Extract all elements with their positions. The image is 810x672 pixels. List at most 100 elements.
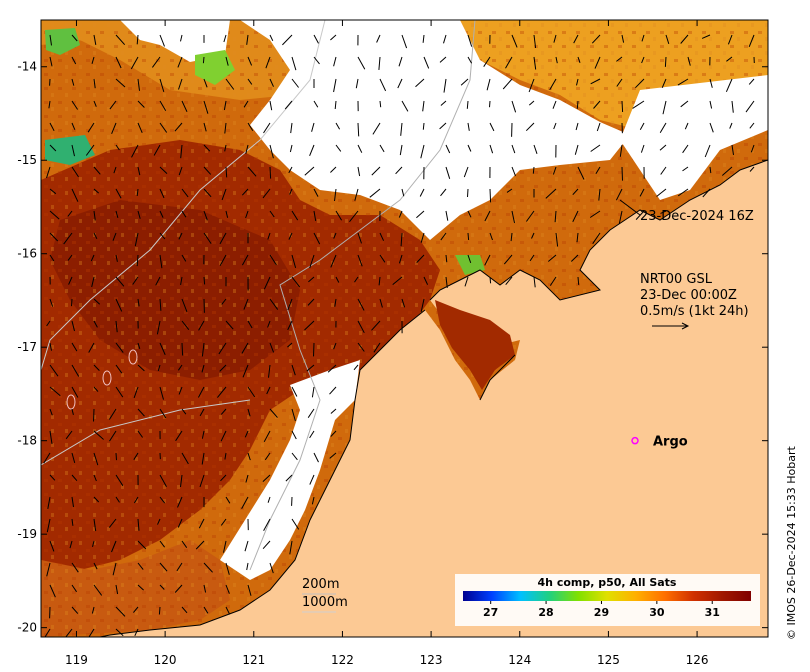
current-vector xyxy=(49,584,56,598)
current-vector xyxy=(379,78,387,92)
current-vector xyxy=(397,78,403,89)
y-tick-label: -15 xyxy=(17,153,37,167)
current-vector xyxy=(159,210,164,218)
current-vector xyxy=(115,210,119,219)
current-vector xyxy=(112,232,117,241)
current-vector xyxy=(400,122,403,136)
current-vector xyxy=(115,474,124,487)
current-vector xyxy=(422,100,425,112)
current-vector xyxy=(682,144,689,154)
x-tick-label: 124 xyxy=(508,653,531,667)
current-vector xyxy=(225,210,229,218)
current-vector xyxy=(203,100,209,114)
current-vector xyxy=(288,166,293,174)
current-vector xyxy=(71,496,74,508)
current-vector xyxy=(71,606,79,614)
current-vector xyxy=(549,276,557,286)
current-vector xyxy=(137,562,144,570)
current-vector xyxy=(93,166,101,175)
current-vector xyxy=(223,540,227,553)
current-vector xyxy=(133,496,139,504)
current-vector xyxy=(115,78,126,88)
current-vector xyxy=(416,254,425,263)
current-vector xyxy=(63,232,73,245)
current-vector xyxy=(247,408,251,417)
current-vector xyxy=(136,254,139,267)
current-vector xyxy=(313,210,317,221)
current-vector xyxy=(330,408,337,414)
current-vector xyxy=(659,144,667,151)
current-vector xyxy=(656,188,667,197)
current-vector xyxy=(136,188,139,196)
current-vector xyxy=(199,408,205,417)
current-vector xyxy=(93,562,98,570)
current-vector xyxy=(289,188,293,195)
current-vector xyxy=(525,210,535,222)
current-vector xyxy=(505,56,513,69)
current-vector xyxy=(489,232,493,241)
current-vector xyxy=(641,56,645,64)
coastline xyxy=(99,159,768,637)
current-vector xyxy=(309,474,315,485)
current-vector xyxy=(357,144,363,153)
current-vector xyxy=(178,232,183,240)
current-vector xyxy=(181,188,189,198)
current-vector xyxy=(67,254,73,261)
current-vector xyxy=(357,56,366,70)
current-vector xyxy=(90,254,95,262)
current-vector xyxy=(420,298,425,313)
current-vector xyxy=(661,78,667,88)
current-vector xyxy=(203,276,206,285)
current-vector xyxy=(46,320,51,327)
current-vector xyxy=(269,342,275,353)
current-vector xyxy=(93,430,104,440)
current-vector xyxy=(195,540,205,550)
current-vector xyxy=(489,144,494,154)
current-vector xyxy=(506,188,513,193)
current-vector xyxy=(307,408,315,418)
current-vector xyxy=(115,56,122,69)
current-vector xyxy=(159,122,168,133)
current-vector xyxy=(115,496,120,503)
current-vector xyxy=(632,100,645,109)
current-vector xyxy=(532,166,535,174)
current-vector xyxy=(726,56,733,62)
current-vector xyxy=(115,34,126,46)
x-tick-label: 120 xyxy=(154,653,177,667)
current-vector xyxy=(357,166,361,177)
plot-frame xyxy=(40,19,769,638)
current-vector xyxy=(155,276,161,286)
current-vector xyxy=(224,144,227,152)
cloud-mask-north xyxy=(240,20,630,240)
current-vector xyxy=(247,386,256,398)
current-product-label: NRT00 GSL xyxy=(640,272,713,287)
colorbar-tick-label: 27 xyxy=(483,606,498,619)
current-vector xyxy=(677,188,689,197)
current-vector xyxy=(225,496,231,504)
current-vector xyxy=(91,276,95,288)
current-vector xyxy=(108,518,117,528)
x-tick-label: 121 xyxy=(242,653,265,667)
current-vector xyxy=(552,166,557,175)
current-vector xyxy=(198,320,205,331)
current-vector xyxy=(262,540,271,550)
current-vector xyxy=(137,584,144,591)
current-vector xyxy=(159,562,168,572)
current-vector xyxy=(180,474,183,488)
current-vector xyxy=(158,606,161,615)
isobath-1000m-label: 1000m xyxy=(302,595,348,610)
map-plot-area xyxy=(41,20,768,637)
current-vector xyxy=(334,188,337,202)
current-vector xyxy=(263,276,271,290)
current-vector xyxy=(529,254,535,262)
current-vector xyxy=(269,298,279,310)
current-vector xyxy=(159,254,163,269)
current-vector xyxy=(91,606,95,614)
current-vector xyxy=(137,342,141,350)
current-vector xyxy=(291,78,299,88)
current-vector xyxy=(291,276,301,288)
current-vector xyxy=(71,562,79,573)
current-vector xyxy=(263,518,271,531)
current-vector xyxy=(224,452,227,460)
current-vector xyxy=(357,232,362,244)
